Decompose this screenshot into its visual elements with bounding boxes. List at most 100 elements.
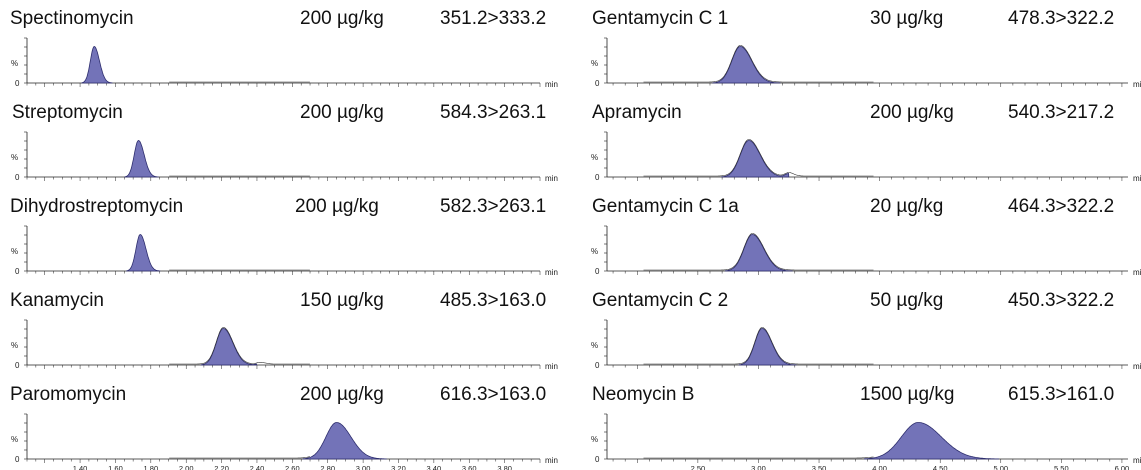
trace-concentration: 200 µg/kg bbox=[870, 102, 954, 123]
chromatogram-gentamycin-c1: Gentamycin C 1 30 µg/kg 478.3>322.2 % 0 mi… bbox=[580, 0, 1141, 94]
x-tick-label: 2.50 bbox=[691, 464, 706, 470]
y-axis-zero-label: 0 bbox=[595, 79, 600, 88]
x-tick-label: 1.40 bbox=[73, 464, 88, 470]
peak-area bbox=[302, 422, 387, 460]
x-axis-unit-label: min bbox=[1133, 268, 1141, 277]
chromatogram-dihydrostreptomycin: Dihydrostreptomycin 200 µg/kg 582.3>263.… bbox=[0, 188, 560, 282]
trace-title: Gentamycin C 1 bbox=[592, 8, 729, 29]
x-axis-unit-label: min bbox=[1133, 456, 1141, 465]
x-tick-label: 2.60 bbox=[285, 464, 300, 470]
x-tick-label: 3.80 bbox=[497, 464, 512, 470]
trace-concentration: 20 µg/kg bbox=[870, 196, 944, 217]
chromatogram-plot: % 0 min bbox=[591, 319, 1141, 371]
x-axis-unit-label: min bbox=[545, 362, 558, 371]
trace-title: Streptomycin bbox=[12, 102, 123, 123]
signal-trace bbox=[643, 45, 874, 83]
x-tick-label: 5.50 bbox=[1054, 464, 1069, 470]
x-axis-unit-label: min bbox=[1133, 174, 1141, 183]
trace-transition: 584.3>263.1 bbox=[440, 102, 547, 123]
x-tick-label: 5.00 bbox=[993, 464, 1008, 470]
y-axis-label: % bbox=[11, 59, 18, 68]
x-axis-unit-label: min bbox=[1133, 80, 1141, 89]
trace-title: Neomycin B bbox=[592, 384, 695, 405]
x-tick-label: 4.00 bbox=[872, 464, 887, 470]
x-tick-label: 3.60 bbox=[462, 464, 477, 470]
y-axis-label: % bbox=[591, 153, 598, 162]
signal-trace bbox=[643, 327, 874, 365]
y-axis-zero-label: 0 bbox=[595, 173, 600, 182]
trace-transition: 485.3>163.0 bbox=[440, 290, 547, 311]
chromatogram-kanamycin: Kanamycin 150 µg/kg 485.3>163.0 % 0 min bbox=[0, 282, 560, 376]
x-tick-label: 3.20 bbox=[391, 464, 406, 470]
x-tick-label: 3.00 bbox=[751, 464, 766, 470]
chromatogram-plot: % 0 min 1.40 1.60 1.80 2.00 2.20 2.40 2.60 2.80 3.0… bbox=[11, 413, 558, 470]
x-axis-unit-label: min bbox=[545, 80, 558, 89]
chromatogram-plot: % 0 min bbox=[591, 37, 1141, 89]
y-axis-zero-label: 0 bbox=[595, 455, 600, 464]
x-axis-unit-label: min bbox=[545, 456, 558, 465]
y-axis-zero-label: 0 bbox=[15, 173, 20, 182]
trace-transition: 616.3>163.0 bbox=[440, 384, 547, 405]
trace-concentration: 200 µg/kg bbox=[300, 8, 384, 29]
trace-title: Kanamycin bbox=[10, 290, 104, 311]
peak-area bbox=[125, 234, 161, 272]
trace-concentration: 200 µg/kg bbox=[295, 196, 379, 217]
x-tick-label: 3.00 bbox=[356, 464, 371, 470]
trace-transition: 615.3>161.0 bbox=[1008, 384, 1115, 405]
y-axis-label: % bbox=[591, 59, 598, 68]
trace-title: Apramycin bbox=[592, 102, 682, 123]
x-tick-label: 1.80 bbox=[144, 464, 159, 470]
trace-transition: 464.3>322.2 bbox=[1008, 196, 1115, 217]
trace-transition: 582.3>263.1 bbox=[440, 196, 547, 217]
x-tick-label: 4.50 bbox=[933, 464, 948, 470]
signal-trace bbox=[169, 327, 310, 365]
trace-transition: 450.3>322.2 bbox=[1008, 290, 1115, 311]
y-axis-zero-label: 0 bbox=[595, 361, 600, 370]
peak-area bbox=[123, 140, 159, 178]
y-axis-zero-label: 0 bbox=[595, 267, 600, 276]
y-axis-label: % bbox=[591, 341, 598, 350]
left-column: Spectinomycin 200 µg/kg 351.2>333.2 % 0 mi… bbox=[0, 0, 560, 470]
trace-transition: 540.3>217.2 bbox=[1008, 102, 1115, 123]
x-tick-label: 6.00 bbox=[1115, 464, 1130, 470]
x-tick-label: 2.40 bbox=[250, 464, 265, 470]
peak-area bbox=[81, 46, 113, 84]
trace-concentration: 200 µg/kg bbox=[300, 102, 384, 123]
y-axis-zero-label: 0 bbox=[15, 455, 20, 464]
chromatogram-plot: % 0 min bbox=[591, 131, 1141, 183]
signal-trace bbox=[643, 139, 874, 177]
chromatogram-neomycin-b: Neomycin B 1500 µg/kg 615.3>161.0 % 0 min 2… bbox=[580, 376, 1141, 470]
peak-area bbox=[711, 46, 781, 84]
chromatogram-paromomycin: Paromomycin 200 µg/kg 616.3>163.0 % 0 min 1… bbox=[0, 376, 560, 470]
x-axis-unit-label: min bbox=[545, 268, 558, 277]
trace-concentration: 30 µg/kg bbox=[870, 8, 944, 29]
peak-area bbox=[200, 328, 258, 366]
signal-trace bbox=[643, 233, 874, 271]
x-axis-unit-label: min bbox=[1133, 362, 1141, 371]
trace-concentration: 1500 µg/kg bbox=[860, 384, 955, 405]
trace-title: Spectinomycin bbox=[10, 8, 134, 29]
x-tick-label: 2.20 bbox=[214, 464, 229, 470]
chromatogram-spectinomycin: Spectinomycin 200 µg/kg 351.2>333.2 % 0 mi… bbox=[0, 0, 560, 94]
peak-area bbox=[724, 234, 793, 272]
trace-concentration: 200 µg/kg bbox=[300, 384, 384, 405]
chromatogram-plot: % 0 min bbox=[11, 37, 558, 89]
trace-title: Gentamycin C 2 bbox=[592, 290, 729, 311]
chromatogram-gentamycin-c2: Gentamycin C 2 50 µg/kg 450.3>322.2 % 0 mi… bbox=[580, 282, 1141, 376]
peak-area bbox=[721, 140, 790, 178]
y-axis-zero-label: 0 bbox=[15, 79, 20, 88]
chromatogram-plot: % 0 min 2.50 3.00 3.50 4.00 4.50 5.00 5.50 6.00 bbox=[591, 413, 1141, 470]
y-axis-label: % bbox=[11, 435, 18, 444]
x-tick-label: 3.40 bbox=[427, 464, 442, 470]
trace-transition: 478.3>322.2 bbox=[1008, 8, 1115, 29]
peak-area bbox=[863, 422, 999, 460]
trace-title: Gentamycin C 1a bbox=[592, 196, 739, 217]
x-tick-label: 2.80 bbox=[320, 464, 335, 470]
y-axis-label: % bbox=[591, 247, 598, 256]
y-axis-label: % bbox=[11, 341, 18, 350]
right-column: Gentamycin C 1 30 µg/kg 478.3>322.2 % 0 mi… bbox=[580, 0, 1141, 470]
trace-concentration: 150 µg/kg bbox=[300, 290, 384, 311]
trace-transition: 351.2>333.2 bbox=[440, 8, 547, 29]
peak-area bbox=[738, 328, 797, 366]
chromatogram-gentamycin-c1a: Gentamycin C 1a 20 µg/kg 464.3>322.2 % 0 m… bbox=[580, 188, 1141, 282]
